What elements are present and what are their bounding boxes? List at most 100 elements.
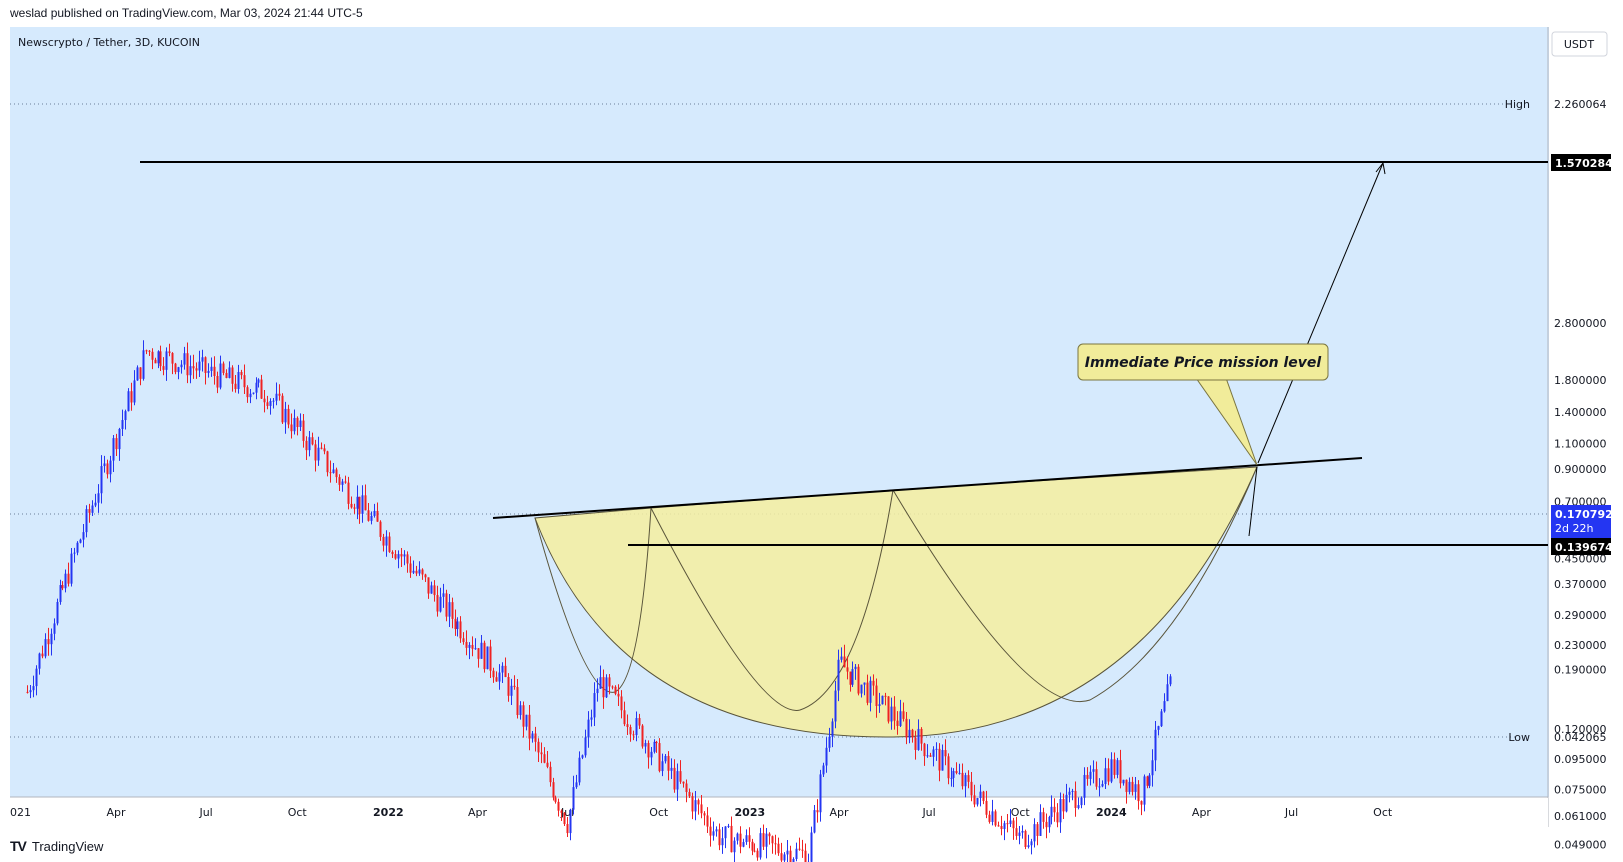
- candle-body: [370, 515, 373, 521]
- candle-body: [840, 656, 843, 660]
- candle-body: [391, 551, 394, 555]
- candle-body: [715, 829, 718, 832]
- candle-body: [130, 391, 133, 403]
- candle-body: [857, 666, 860, 694]
- candle-body: [938, 748, 941, 771]
- candle-body: [783, 854, 786, 861]
- candle-body: [70, 553, 73, 584]
- candle-body: [941, 750, 944, 771]
- candle-body: [323, 448, 326, 452]
- candle-body: [382, 536, 385, 546]
- candle-body: [427, 577, 430, 594]
- candle-body: [269, 401, 272, 406]
- candle-body: [1134, 784, 1137, 792]
- candle-body: [456, 621, 459, 630]
- candle-body: [578, 757, 581, 783]
- candle-body: [388, 536, 391, 552]
- candle-body: [1059, 799, 1062, 823]
- candle-body: [100, 466, 103, 494]
- candle-body: [216, 376, 219, 388]
- candle-body: [210, 366, 213, 371]
- candle-body: [436, 595, 439, 612]
- candle-body: [519, 705, 522, 716]
- candle-body: [982, 791, 985, 801]
- candle-body: [955, 770, 958, 774]
- candle-body: [780, 853, 783, 861]
- candle-body: [142, 350, 145, 379]
- candle-body: [136, 367, 139, 381]
- trendline-resistance[interactable]: [492, 457, 1363, 519]
- candle-body: [768, 833, 771, 837]
- candle-body: [1119, 760, 1122, 784]
- candle-body: [801, 849, 804, 851]
- candle-body: [572, 787, 575, 810]
- candle-body: [1148, 775, 1151, 786]
- callout-box[interactable]: [1077, 343, 1329, 381]
- candle-body: [85, 509, 88, 533]
- candle-body: [257, 379, 260, 383]
- candle-body: [219, 363, 222, 388]
- candle-body: [557, 801, 560, 811]
- candle-body: [127, 391, 130, 412]
- candle-body: [320, 447, 323, 449]
- candle-body: [653, 741, 656, 752]
- candle-body: [118, 428, 121, 450]
- candle-body: [641, 725, 644, 747]
- tradingview-logo-icon: TV: [10, 838, 27, 854]
- candle-body: [311, 437, 314, 445]
- candle-body: [822, 765, 825, 775]
- time-axis[interactable]: 021 Apr Jul Oct 2022 Apr Jul Oct 2023 Apr Jul Oct 20…: [10, 806, 1393, 819]
- candle-body: [1003, 823, 1006, 830]
- candle-body: [828, 736, 831, 748]
- candle-body: [1050, 806, 1053, 817]
- time-tick-label: Apr: [106, 806, 126, 819]
- candle-body: [234, 383, 237, 389]
- candle-body: [1062, 799, 1065, 812]
- candle-body: [727, 825, 730, 827]
- candle-body: [537, 741, 540, 753]
- candle-body: [869, 680, 872, 703]
- candle-body: [448, 602, 451, 617]
- currency-badge[interactable]: [1551, 31, 1608, 57]
- candle-body: [759, 833, 762, 858]
- candle-body: [961, 772, 964, 787]
- candle-body: [736, 833, 739, 841]
- target-price-label: 1.570284: [1555, 157, 1613, 170]
- price-tick-label: 1.400000: [1554, 406, 1607, 419]
- candle-body: [540, 752, 543, 755]
- candle-body: [314, 444, 317, 461]
- candle-body: [480, 642, 483, 659]
- candle-body: [162, 366, 165, 370]
- candle-body: [1116, 760, 1119, 775]
- candle-body: [225, 372, 228, 378]
- candle-body: [748, 835, 751, 842]
- candle-body: [501, 665, 504, 673]
- candle-body: [655, 741, 658, 744]
- candle-body: [673, 767, 676, 790]
- candle-body: [373, 510, 376, 516]
- candle-body: [771, 836, 774, 844]
- candle-body: [1045, 821, 1048, 828]
- candle-body: [50, 633, 53, 645]
- candle-body: [213, 366, 216, 377]
- candle-body: [240, 372, 243, 376]
- candle-body: [1080, 797, 1083, 806]
- candle-body: [700, 804, 703, 814]
- candle-body: [560, 810, 563, 813]
- candle-body: [439, 596, 442, 612]
- candle-body: [367, 510, 370, 521]
- candle-body: [1015, 828, 1018, 836]
- price-tick-label: 0.450000: [1554, 553, 1607, 566]
- candle-body: [997, 825, 1000, 827]
- candle-body: [1169, 676, 1172, 685]
- time-tick-label: 2024: [1096, 806, 1127, 819]
- price-tick-label: 0.290000: [1554, 609, 1607, 622]
- price-tick-label: 0.370000: [1554, 578, 1607, 591]
- candle-body: [356, 496, 359, 509]
- candle-body: [985, 800, 988, 815]
- candle-body: [950, 777, 953, 779]
- candle-body: [305, 440, 308, 451]
- candle-body: [379, 521, 382, 537]
- candle-body: [638, 718, 641, 726]
